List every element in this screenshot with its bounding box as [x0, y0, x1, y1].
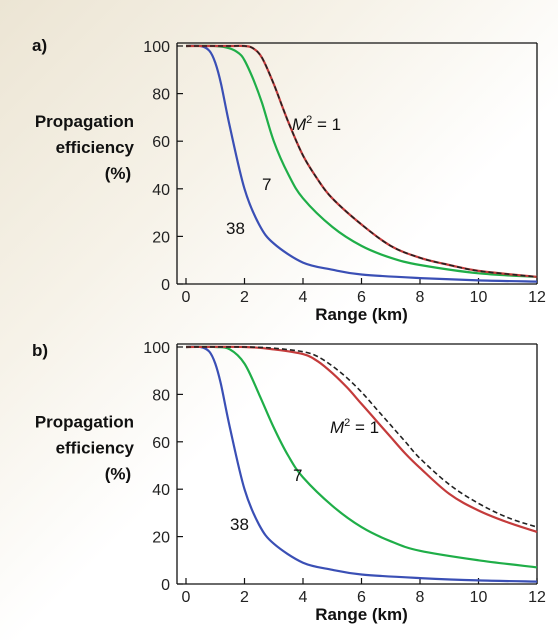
series-line-dashed	[185, 346, 538, 528]
series-line	[185, 345, 538, 533]
y-tick-label: 100	[143, 39, 170, 56]
x-tick-label: 2	[240, 289, 249, 306]
x-tick-label: 4	[299, 589, 308, 606]
y-axis-label-line: (%)	[105, 164, 131, 183]
y-tick-label: 60	[152, 435, 170, 452]
panel-a: a) 0 20 40 60 80 100 0 2 4 6 8 10 12 Range (km) Propaga…	[32, 36, 546, 324]
x-tick-label: 0	[182, 289, 191, 306]
x-tick-label: 6	[357, 289, 366, 306]
y-tick-label: 80	[152, 387, 170, 404]
y-tick-label: 100	[143, 340, 170, 357]
x-tick-label: 4	[299, 289, 308, 306]
y-tick-label: 40	[152, 482, 170, 499]
y-tick-label: 60	[152, 134, 170, 151]
series-line	[185, 345, 538, 583]
x-tick-label: 12	[528, 289, 546, 306]
x-tick-label: 0	[182, 589, 191, 606]
series-line	[185, 44, 538, 278]
panel-label: a)	[32, 36, 47, 55]
x-tick-label: 12	[528, 589, 546, 606]
y-tick-label: 0	[161, 277, 170, 294]
x-axis-label: Range (km)	[315, 605, 408, 624]
series-label: 38	[230, 515, 249, 534]
x-tick-label: 8	[416, 289, 425, 306]
y-tick-label: 40	[152, 182, 170, 199]
x-tick-label: 6	[357, 589, 366, 606]
y-axis-label-line: (%)	[105, 465, 131, 484]
y-tick-label: 20	[152, 530, 170, 547]
y-axis-label-line: Propagation	[35, 112, 134, 131]
series-label: M2 = 1	[330, 417, 379, 437]
series-line	[185, 345, 538, 569]
x-tick-label: 10	[470, 589, 488, 606]
y-tick-label: 20	[152, 229, 170, 246]
panel-b: b) 0 20 40 60 80 100 0 2 4 6 8 10 12 Range (km) Propaga…	[32, 340, 546, 624]
series-label: 7	[262, 175, 271, 194]
series-line	[185, 44, 538, 283]
y-axis-label-line: Propagation	[35, 413, 134, 432]
series-line-dashed	[186, 45, 538, 278]
x-tick-label: 10	[470, 289, 488, 306]
x-tick-label: 8	[416, 589, 425, 606]
y-tick-label: 0	[161, 577, 170, 594]
x-axis-label: Range (km)	[315, 305, 408, 324]
series-label: M2 = 1	[292, 114, 341, 134]
y-axis-label-line: efficiency	[56, 138, 135, 157]
series-label: 7	[293, 466, 302, 485]
y-tick-label: 80	[152, 87, 170, 104]
series-label: 38	[226, 219, 245, 238]
y-axis-label-line: efficiency	[56, 439, 135, 458]
panel-label: b)	[32, 341, 48, 360]
x-tick-label: 2	[240, 589, 249, 606]
